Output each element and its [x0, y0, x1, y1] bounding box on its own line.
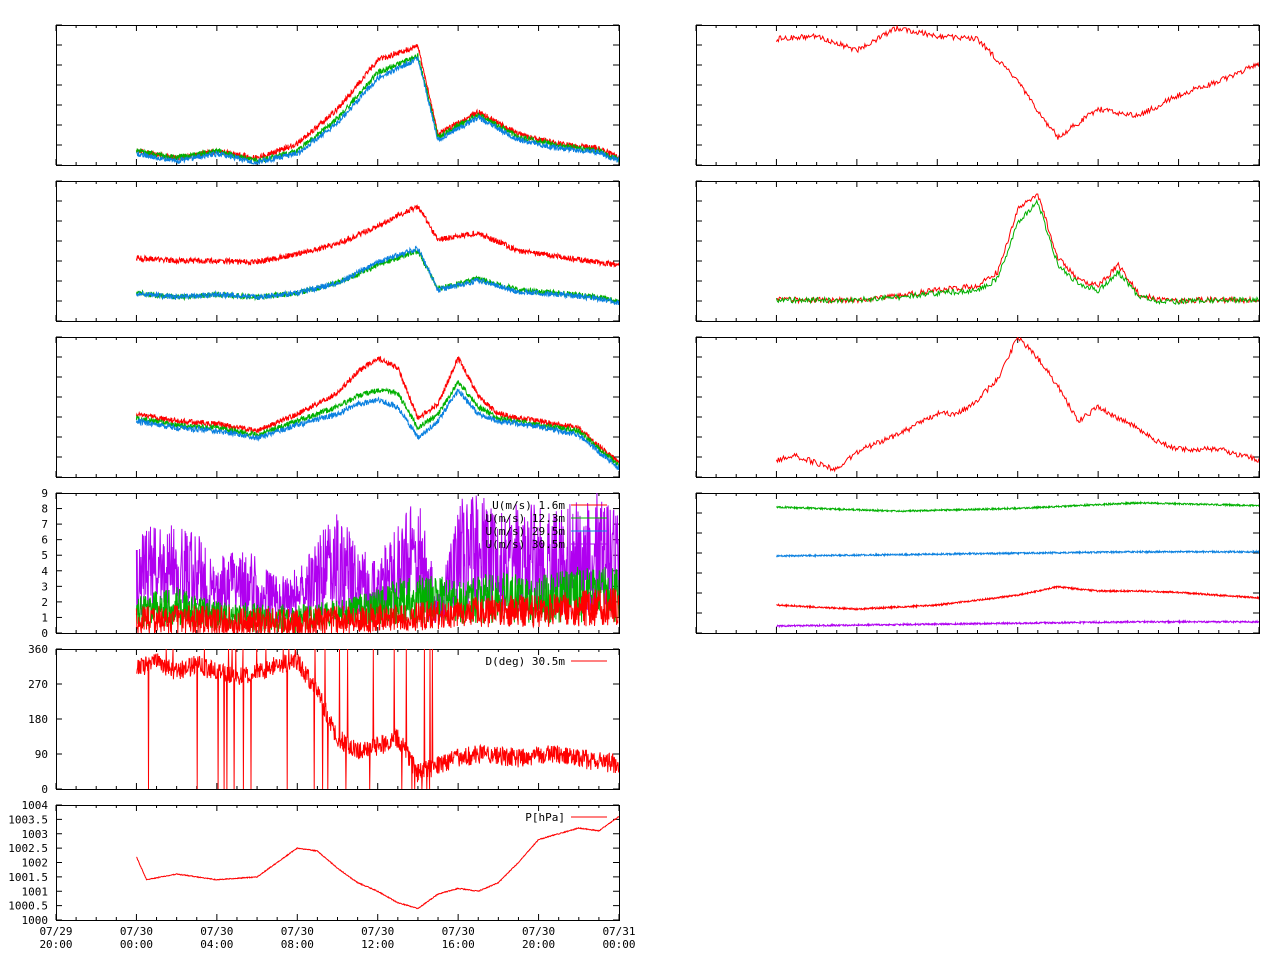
y-tick-label: 360: [28, 643, 48, 656]
x-tick-label-time: 00:00: [602, 938, 635, 951]
x-tick-label-date: 07/30: [200, 925, 233, 938]
y-tick-label: 8: [41, 503, 48, 516]
series-group: [775, 337, 1259, 473]
x-tick-label-date: 07/30: [120, 925, 153, 938]
panel-r2: [695, 180, 1260, 322]
plot-frame: [696, 25, 1260, 166]
x-tick-label-time: 20:00: [39, 938, 72, 951]
legend-label: U(m/s) 30.5m: [486, 538, 566, 551]
series-line-red: [136, 649, 619, 789]
x-tick-label-date: 07/30: [361, 925, 394, 938]
y-tick-label: 1002: [22, 857, 49, 870]
plot-frame: [696, 337, 1260, 478]
series-group: [135, 204, 619, 306]
x-tick-label-date: 07/30: [522, 925, 555, 938]
x-tick-label-time: 12:00: [361, 938, 394, 951]
panel-l3: [55, 336, 620, 478]
x-tick-label-date: 07/30: [281, 925, 314, 938]
y-tick-label: 1000: [22, 914, 49, 927]
y-tick-label: 1000.5: [8, 900, 48, 913]
y-tick-label: 1003.5: [8, 813, 48, 826]
panel-l1: [55, 24, 620, 166]
series-line-blue: [135, 388, 619, 471]
panel-r4: [695, 492, 1260, 634]
y-tick-label: 3: [41, 580, 48, 593]
panel-l5: 0 90 180 270 360 D(deg) 30.5m: [28, 643, 620, 796]
series-group: [775, 25, 1259, 140]
series-line-green: [135, 380, 619, 467]
series-line-red: [776, 193, 1259, 305]
legend-label: D(deg) 30.5m: [486, 655, 566, 668]
y-tick-label: 0: [41, 627, 48, 640]
legend-label: U(m/s) 1.6m: [492, 499, 565, 512]
series-group: [135, 355, 619, 471]
y-tick-label: 5: [41, 549, 48, 562]
series-line-green: [776, 500, 1259, 514]
series-line-red: [135, 587, 619, 633]
x-tick-label-date: 07/31: [602, 925, 635, 938]
series-group: [775, 193, 1259, 306]
series-line-green: [775, 198, 1259, 306]
legend-label: P[hPa]: [525, 811, 565, 824]
y-tick-label: 1003: [22, 828, 49, 841]
x-tick-label-time: 20:00: [522, 938, 555, 951]
y-tick-label: 7: [41, 518, 48, 531]
y-tick-label: 1: [41, 611, 48, 624]
series-line-red: [135, 355, 619, 464]
y-tick-label: 1001.5: [8, 871, 48, 884]
x-tick-label-time: 00:00: [120, 938, 153, 951]
y-tick-label: 0: [41, 783, 48, 796]
series-line-blue: [135, 245, 619, 306]
legend-label: U(m/s) 12.3m: [486, 512, 566, 525]
series-line-red: [135, 204, 619, 268]
panel-r1: [695, 24, 1260, 166]
y-tick-label: 180: [28, 713, 48, 726]
series-line-red: [775, 25, 1259, 140]
y-tick-label: 270: [28, 678, 48, 691]
y-tick-label: 2: [41, 596, 48, 609]
series-group: [776, 500, 1259, 629]
x-tick-label-time: 16:00: [442, 938, 475, 951]
series-group: [135, 44, 619, 165]
panel-r3: [695, 336, 1260, 478]
x-tick-label-time: 04:00: [200, 938, 233, 951]
y-tick-label: 1002.5: [8, 842, 48, 855]
series-group: [136, 649, 619, 789]
series-line-red: [136, 816, 619, 910]
series-line-red: [775, 337, 1259, 473]
series-group: [136, 816, 619, 910]
series-line-red: [776, 585, 1259, 612]
y-tick-label: 6: [41, 534, 48, 547]
series-line-blue: [136, 56, 619, 165]
panel-l2: [55, 180, 620, 322]
plot-frame: [696, 493, 1260, 634]
legend-label: U(m/s) 29.5m: [486, 525, 566, 538]
y-tick-label: 9: [41, 487, 48, 500]
series-line-blue: [776, 549, 1259, 559]
y-tick-label: 4: [41, 565, 48, 578]
x-tick-label-date: 07/30: [442, 925, 475, 938]
series-group: [135, 493, 619, 633]
y-tick-label: 1004: [22, 799, 49, 812]
x-tick-label-date: 07/29: [39, 925, 72, 938]
y-tick-label: 1001: [22, 885, 49, 898]
series-line-green: [135, 52, 619, 164]
series-line-purple: [776, 619, 1259, 629]
y-tick-label: 90: [35, 748, 48, 761]
x-tick-label-time: 08:00: [281, 938, 314, 951]
